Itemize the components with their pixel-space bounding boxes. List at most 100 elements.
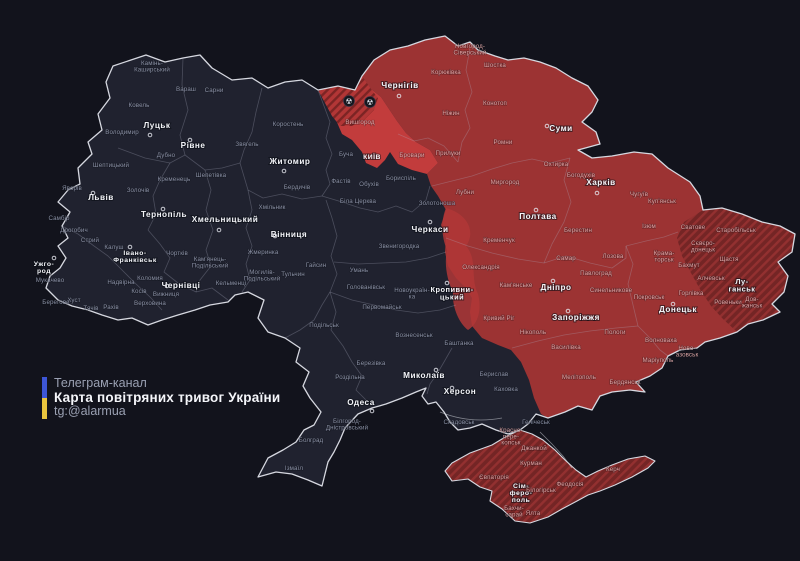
city-marker bbox=[449, 385, 455, 391]
raion-label: Звягель bbox=[235, 141, 258, 148]
raion-label: Гайсин bbox=[306, 262, 326, 269]
raion-label: Косів bbox=[131, 288, 147, 295]
raion-label: Могилів-Подільський bbox=[244, 269, 281, 282]
raion-label: Кам'янець-Подільський bbox=[192, 256, 229, 269]
raion-label: Жмеринка bbox=[248, 249, 279, 256]
city-marker bbox=[594, 190, 600, 196]
raion-label: Щастя bbox=[719, 256, 738, 263]
raion-label: Дубно bbox=[157, 152, 176, 159]
raion-label: Генічеськ bbox=[522, 419, 550, 426]
raion-label: Бахмут bbox=[678, 262, 700, 269]
raion-label: Сватове bbox=[681, 224, 706, 231]
raion-label: Надвірна bbox=[107, 279, 135, 286]
flag-yellow-stripe bbox=[42, 397, 47, 419]
raion-label: Тульчин bbox=[281, 271, 305, 278]
raion-label: Бердичів bbox=[284, 184, 311, 191]
raion-label: Дов-жанськ bbox=[742, 296, 763, 309]
raion-label: Вараш bbox=[176, 86, 196, 93]
raion-label: Рахів bbox=[103, 304, 119, 311]
raion-label: Маріуполь bbox=[643, 357, 674, 364]
raion-label: Умань bbox=[350, 267, 369, 274]
city-marker bbox=[544, 123, 550, 129]
raion-label: Володимир bbox=[105, 129, 139, 136]
raion-label: Калуш bbox=[104, 244, 123, 251]
raion-label: Золочів bbox=[127, 187, 150, 194]
raion-label: Верховина bbox=[134, 300, 166, 307]
raion-label: Нікополь bbox=[520, 329, 546, 336]
raion-label: Подільськ bbox=[309, 322, 339, 329]
raion-label: Сарни bbox=[205, 87, 224, 94]
oblast-label: Суми bbox=[549, 124, 572, 133]
raion-label: Курман bbox=[520, 460, 542, 467]
oblast-label: Запоріжжя bbox=[552, 313, 600, 322]
radiation-icon: ☢ bbox=[343, 95, 355, 107]
oblast-label: Луцьк bbox=[144, 121, 171, 130]
city-marker bbox=[187, 137, 193, 143]
city-marker bbox=[565, 308, 571, 314]
oblast-label: Львів bbox=[88, 193, 114, 202]
raion-label: Золотоноша bbox=[419, 200, 456, 207]
oblast-label: Лу-ганськ bbox=[728, 277, 755, 294]
raion-label: Чортків bbox=[166, 250, 188, 257]
oblast-label: Тернопіль bbox=[141, 210, 187, 219]
watermark-handle[interactable]: tg:@alarmua bbox=[54, 404, 126, 419]
raion-label: Василівка bbox=[551, 344, 581, 351]
oblast-label: Івано-Франківськ bbox=[113, 250, 157, 264]
oblast-label: Чернівці bbox=[162, 281, 201, 290]
raion-label: Вишгород bbox=[345, 119, 375, 126]
raion-label: Біла Церква bbox=[340, 198, 377, 205]
raion-label: Лубни bbox=[456, 189, 475, 196]
city-marker bbox=[550, 278, 556, 284]
oblast-label: Хмельницький bbox=[192, 215, 259, 224]
raion-label: Фастів bbox=[331, 178, 351, 185]
oblast-label: Вінниця bbox=[271, 230, 307, 239]
raion-label: Лозова bbox=[603, 253, 624, 260]
raion-label: Ізмаїл bbox=[285, 465, 303, 472]
oblast-label: Рівне bbox=[181, 141, 206, 150]
raion-label: Коломия bbox=[137, 275, 163, 282]
raion-label: Березівка bbox=[357, 360, 386, 367]
raion-label: Корюківка bbox=[431, 69, 461, 76]
raion-label: Яворів bbox=[62, 185, 82, 192]
oblast-label: Херсон bbox=[444, 387, 477, 396]
raion-label: Коростень bbox=[273, 121, 304, 128]
raion-label: Олександрія bbox=[462, 264, 499, 271]
raion-label: Ялта bbox=[526, 510, 541, 517]
raion-label: Шептицький bbox=[93, 162, 130, 169]
city-marker bbox=[444, 280, 450, 286]
arabat-spit bbox=[539, 431, 573, 469]
raion-label: Миргород bbox=[491, 179, 520, 186]
raion-label: Самбір bbox=[48, 215, 70, 222]
oblast-label: Донецьк bbox=[659, 305, 697, 314]
raion-label: Куп'янськ bbox=[648, 198, 676, 205]
watermark-channel-type: Телеграм-канал bbox=[54, 376, 147, 390]
watermark-title: Карта повітряних тривог України bbox=[54, 389, 281, 405]
raion-label: Скадовськ bbox=[444, 419, 475, 426]
raion-label: Кременчук bbox=[483, 237, 515, 244]
map-labels: Луцьк Рівне Львів Тернопіль Хмельницький Жито… bbox=[33, 42, 763, 518]
svg-text:☢: ☢ bbox=[345, 97, 352, 106]
raion-label: Хмільник bbox=[259, 204, 286, 211]
raion-label: Ромни bbox=[494, 139, 513, 146]
oblast-label: Полтава bbox=[519, 212, 556, 221]
raion-label: Ровеньки bbox=[714, 299, 742, 306]
oblast-label: Житомир bbox=[269, 157, 311, 166]
oblast-label: Одеса bbox=[347, 398, 375, 407]
raion-label: Кельменці bbox=[216, 280, 247, 287]
oblast-label: Сім-феро-поль bbox=[510, 482, 533, 504]
raion-label: Бровари bbox=[399, 152, 425, 159]
alert-region-shape bbox=[362, 36, 795, 418]
raion-label: Білгород-Дністровський bbox=[326, 418, 369, 431]
oblast-label: Кропивни-цький bbox=[430, 285, 473, 302]
city-marker bbox=[90, 190, 96, 196]
raion-label: Чугуїв bbox=[630, 191, 649, 198]
city-marker bbox=[369, 408, 375, 414]
city-marker bbox=[216, 227, 222, 233]
raion-label: Білогірськ bbox=[526, 487, 556, 494]
raion-label: Камінь-Каширський bbox=[134, 60, 170, 73]
watermark: Телеграм-канал Карта повітряних тривог У… bbox=[42, 376, 281, 419]
oblast-borders bbox=[61, 47, 679, 403]
raion-label: Баштанка bbox=[444, 340, 474, 347]
oblast-label: Черкаси bbox=[411, 225, 448, 234]
